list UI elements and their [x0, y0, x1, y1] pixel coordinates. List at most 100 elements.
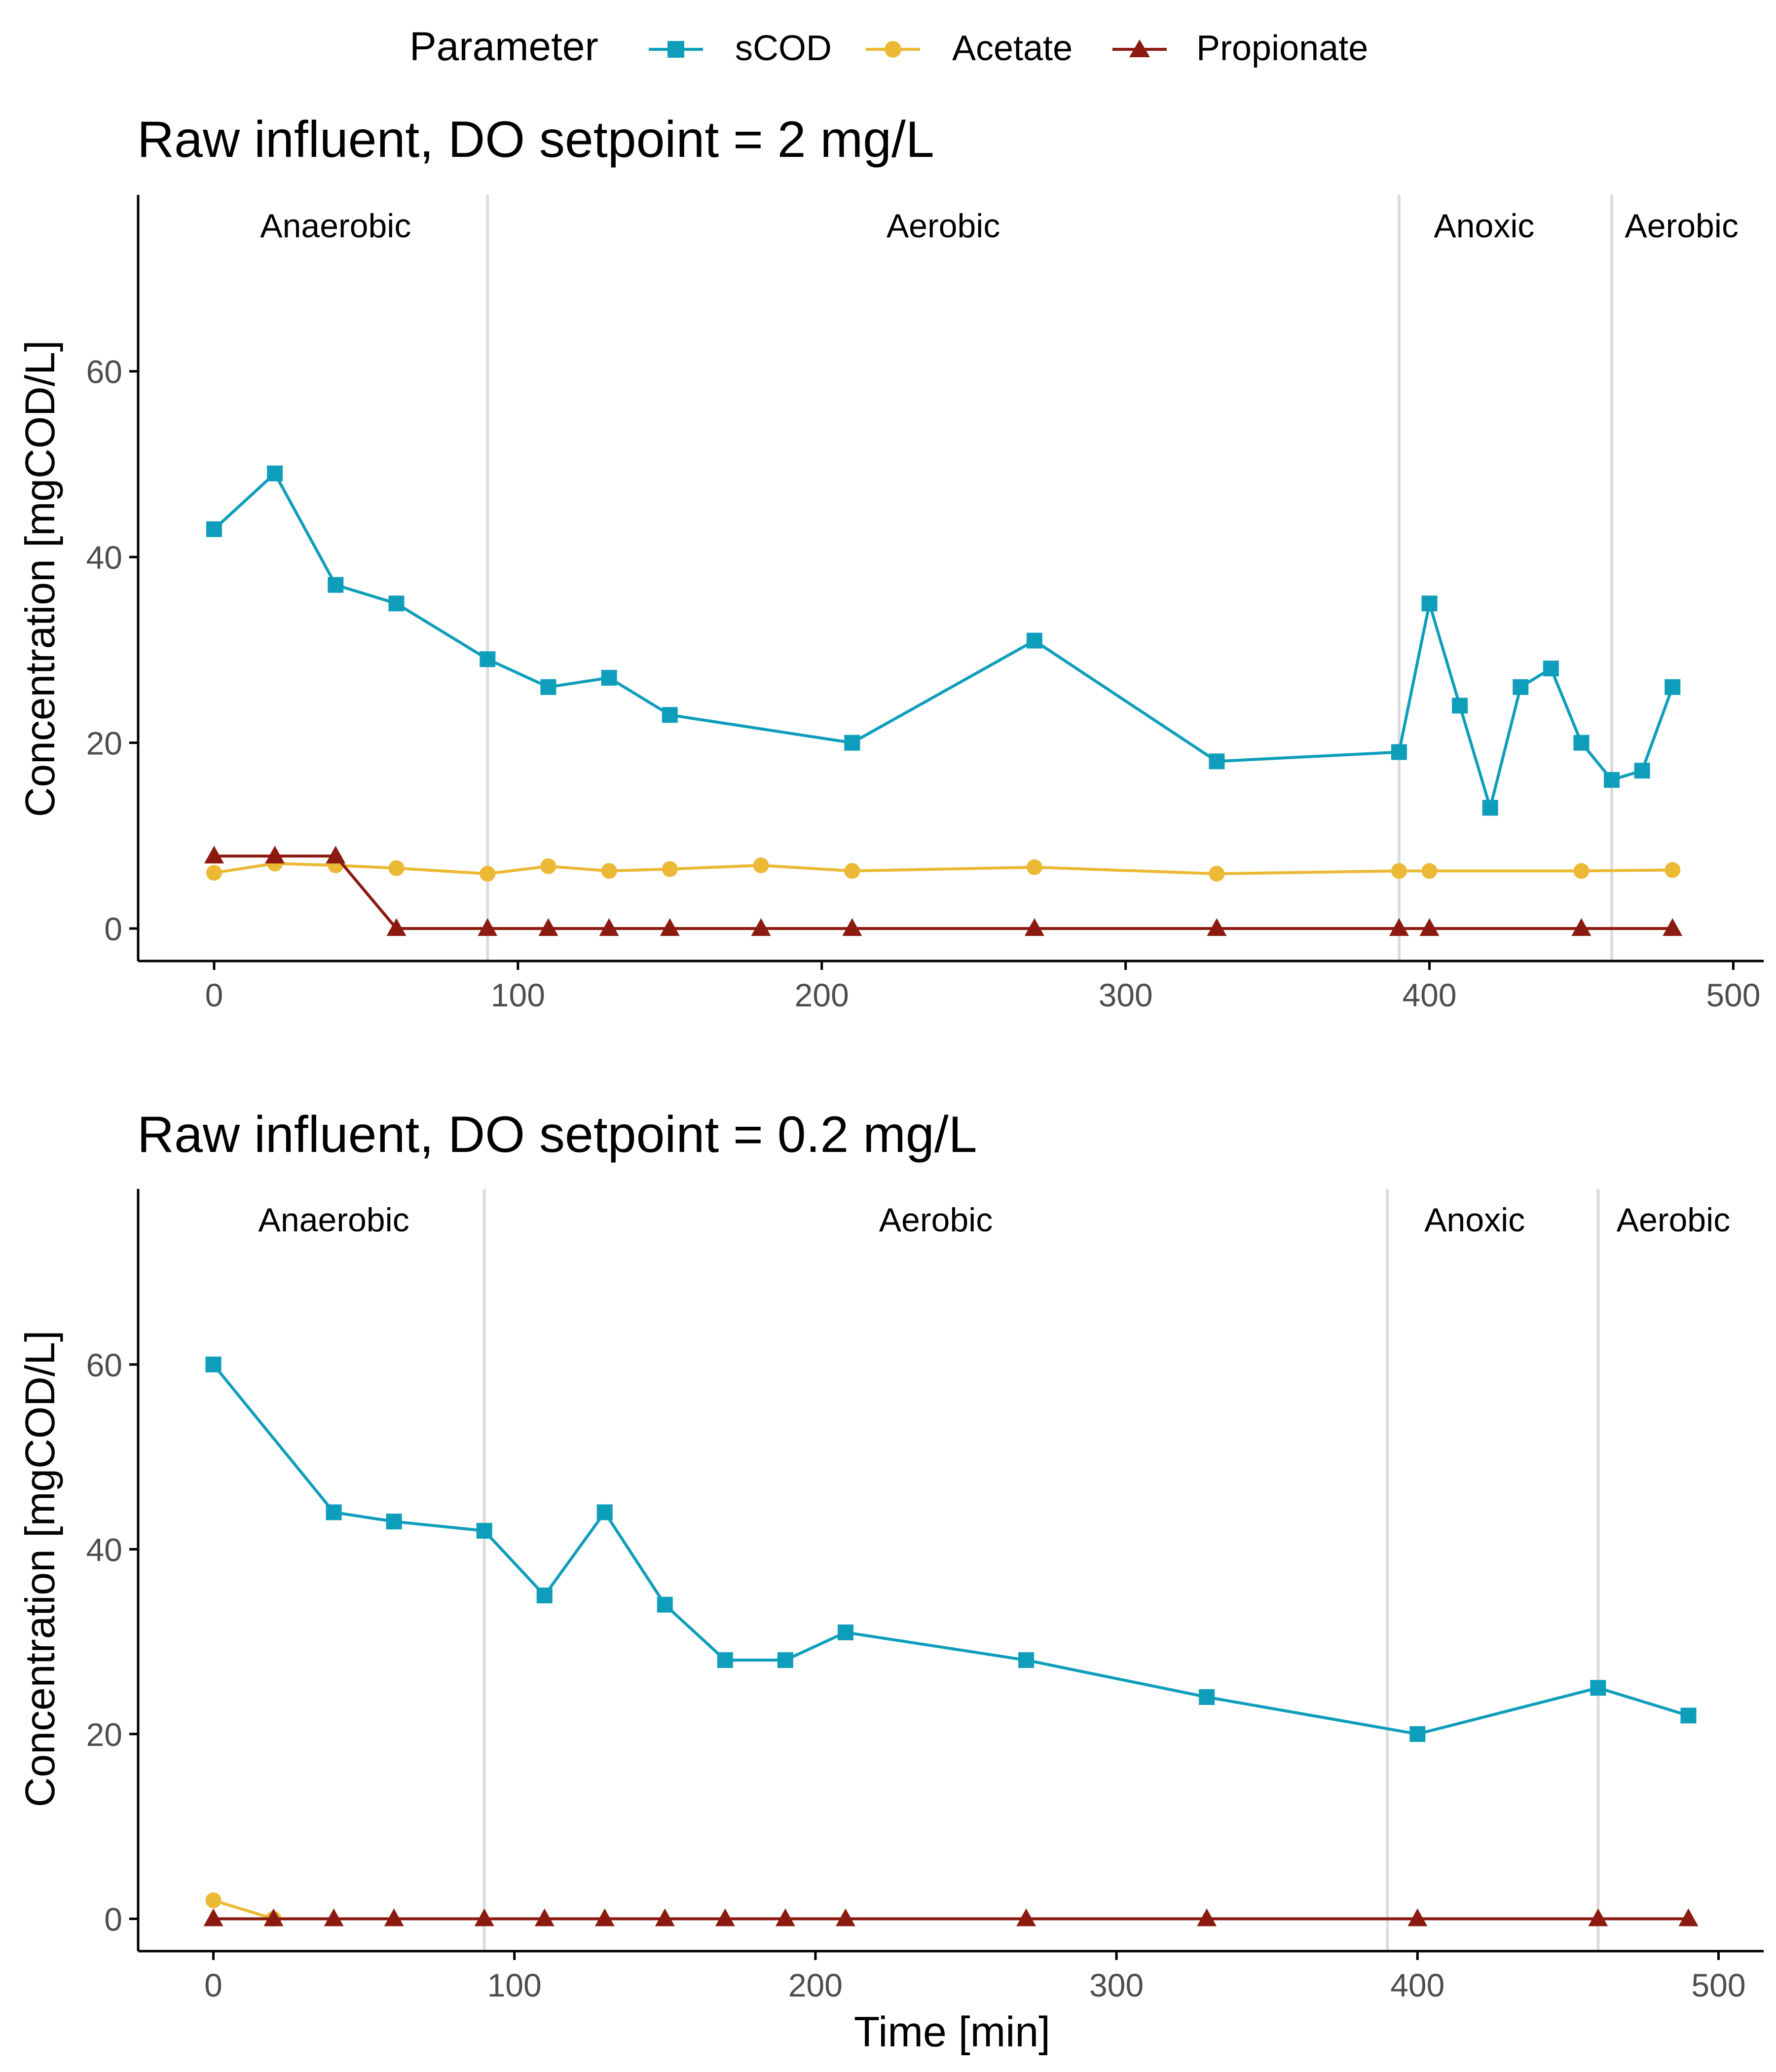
- propionate-point: [1419, 918, 1440, 936]
- acetate-point: [753, 857, 769, 874]
- legend-title: Parameter: [409, 24, 598, 69]
- y-ticks: 0 20 40 60: [86, 354, 138, 947]
- scod-point: [1026, 632, 1042, 649]
- propionate-line: [214, 854, 1673, 930]
- phase-label-aerobic: Aerobic: [879, 1201, 993, 1239]
- scod-point: [1409, 1726, 1426, 1742]
- legend-acetate-circle-marker: [885, 41, 901, 58]
- acetate-point: [1421, 863, 1438, 879]
- scod-point: [1209, 753, 1225, 770]
- propionate-point: [1024, 918, 1044, 936]
- scod-point: [1604, 772, 1620, 788]
- scod-point: [601, 669, 617, 686]
- x-tick-label: 300: [1099, 977, 1153, 1013]
- axes: [137, 1189, 1764, 1953]
- scod-point: [1199, 1689, 1215, 1705]
- acetate-point: [1391, 863, 1407, 879]
- series-scod: [205, 1356, 1697, 1742]
- scod-point: [206, 521, 222, 537]
- acetate-line: [213, 1899, 274, 1921]
- scod-point: [1391, 744, 1407, 760]
- scod-point: [1573, 735, 1590, 751]
- scod-point: [844, 735, 860, 751]
- propionate-point: [599, 918, 619, 936]
- propionate-point: [326, 846, 346, 864]
- legend-item-acetate: Acetate: [866, 29, 1073, 68]
- propionate-point: [660, 918, 680, 936]
- x-tick-label: 400: [1390, 1967, 1444, 2003]
- y-tick-label: 60: [86, 354, 122, 390]
- propionate-point: [1407, 1908, 1428, 1926]
- x-tick-label: 200: [795, 977, 849, 1013]
- propionate-point: [1207, 918, 1227, 936]
- y-axis-label: Concentration [mgCOD/L]: [17, 1331, 63, 1807]
- axes: [137, 195, 1764, 962]
- propionate-point: [1016, 1908, 1036, 1926]
- phase-label-anoxic: Anoxic: [1434, 207, 1534, 245]
- legend-label-propionate: Propionate: [1196, 29, 1368, 68]
- acetate-point: [662, 861, 678, 877]
- scod-point: [1452, 698, 1468, 714]
- y-tick-label: 0: [104, 1901, 122, 1937]
- x-tick-label: 200: [788, 1967, 843, 2003]
- propionate-point: [1588, 1908, 1608, 1926]
- y-tick-label: 40: [86, 1531, 122, 1568]
- x-tick-label: 300: [1089, 1967, 1144, 2003]
- scod-point: [267, 465, 283, 481]
- propionate-point: [384, 1908, 404, 1926]
- scod-point: [326, 1504, 342, 1520]
- panel-do-2: Raw influent, DO setpoint = 2 mg/L Conce…: [17, 111, 1764, 1013]
- x-tick-label: 0: [204, 1967, 222, 2003]
- phase-label-anoxic: Anoxic: [1424, 1201, 1525, 1239]
- y-tick-label: 0: [104, 911, 122, 947]
- series-scod: [206, 465, 1681, 816]
- scod-point: [1634, 763, 1650, 779]
- x-tick-label: 100: [491, 977, 545, 1013]
- panel-do-0-2: Raw influent, DO setpoint = 0.2 mg/L Con…: [17, 1106, 1764, 2056]
- scod-point: [1590, 1680, 1606, 1696]
- propionate-point: [263, 1908, 284, 1926]
- x-tick-label: 100: [487, 1967, 542, 2003]
- propionate-point: [478, 918, 498, 936]
- y-tick-label: 20: [86, 1716, 122, 1753]
- x-tick-label: 500: [1706, 977, 1760, 1013]
- legend-item-propionate: Propionate: [1112, 29, 1368, 68]
- y-ticks: 0 20 40 60: [86, 1347, 138, 1937]
- phase-label-anaerobic: Anaerobic: [259, 1201, 409, 1239]
- propionate-point: [474, 1908, 494, 1926]
- propionate-point: [265, 846, 285, 864]
- scod-point: [1680, 1707, 1697, 1724]
- scod-point: [1665, 679, 1681, 695]
- scod-point: [662, 707, 678, 723]
- scod-point: [540, 679, 556, 695]
- legend-label-scod: sCOD: [735, 29, 832, 68]
- x-tick-label: 500: [1691, 1967, 1745, 2003]
- phase-label-aerobic: Aerobic: [1617, 1201, 1731, 1239]
- legend-label-acetate: Acetate: [952, 29, 1073, 68]
- x-tick-label: 400: [1402, 977, 1456, 1013]
- scod-point: [717, 1652, 733, 1668]
- acetate-point: [540, 858, 556, 874]
- propionate-point: [775, 1908, 795, 1926]
- phase-label-aerobic: Aerobic: [887, 207, 1000, 245]
- phase-labels: Anaerobic Aerobic Anoxic Aerobic: [260, 207, 1739, 245]
- acetate-point: [844, 863, 860, 879]
- acetate-point: [206, 865, 222, 881]
- legend: Parameter sCOD Acetate Propionate: [409, 24, 1368, 69]
- propionate-point: [1663, 918, 1683, 936]
- acetate-point: [1026, 859, 1042, 875]
- y-tick-label: 20: [86, 725, 122, 762]
- phase-label-anaerobic: Anaerobic: [260, 207, 411, 245]
- series-propionate: [203, 1908, 1699, 1926]
- propionate-point: [1197, 1908, 1217, 1926]
- scod-point: [777, 1652, 793, 1668]
- phase-labels: Anaerobic Aerobic Anoxic Aerobic: [259, 1201, 1731, 1239]
- propionate-point: [538, 918, 558, 936]
- y-axis-label: Concentration [mgCOD/L]: [17, 340, 63, 817]
- x-tick-label: 0: [205, 977, 223, 1013]
- propionate-point: [203, 1908, 223, 1926]
- scod-point: [1018, 1652, 1035, 1668]
- propionate-point: [534, 1908, 555, 1926]
